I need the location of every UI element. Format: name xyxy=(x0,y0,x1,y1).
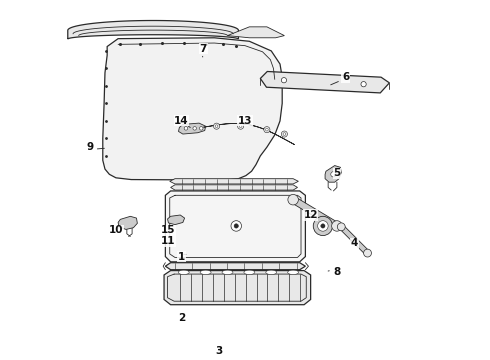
Circle shape xyxy=(266,129,268,131)
Circle shape xyxy=(320,224,325,228)
Text: 7: 7 xyxy=(200,44,207,54)
Circle shape xyxy=(239,125,242,127)
Circle shape xyxy=(231,221,242,231)
Circle shape xyxy=(238,123,244,129)
Text: 11: 11 xyxy=(161,236,176,246)
Ellipse shape xyxy=(222,270,233,275)
Circle shape xyxy=(318,221,328,231)
Text: 5: 5 xyxy=(333,168,341,179)
Polygon shape xyxy=(292,197,339,229)
Text: 13: 13 xyxy=(238,116,252,126)
Text: 4: 4 xyxy=(351,238,358,248)
Circle shape xyxy=(184,127,188,130)
Circle shape xyxy=(332,221,342,231)
Text: 10: 10 xyxy=(109,225,123,235)
Polygon shape xyxy=(325,166,341,182)
Circle shape xyxy=(264,127,270,133)
Text: 3: 3 xyxy=(215,346,222,356)
Text: 9: 9 xyxy=(86,142,93,152)
Text: 1: 1 xyxy=(178,252,185,262)
Ellipse shape xyxy=(288,270,298,275)
Circle shape xyxy=(364,249,371,257)
Polygon shape xyxy=(118,216,137,229)
Polygon shape xyxy=(203,123,294,145)
Text: 8: 8 xyxy=(333,267,341,277)
Polygon shape xyxy=(260,72,390,93)
Polygon shape xyxy=(164,271,311,305)
Text: 6: 6 xyxy=(342,72,349,82)
Polygon shape xyxy=(168,215,185,225)
Circle shape xyxy=(331,172,336,177)
Circle shape xyxy=(313,216,333,235)
Polygon shape xyxy=(227,27,284,38)
Polygon shape xyxy=(165,191,305,262)
Polygon shape xyxy=(165,263,305,270)
Circle shape xyxy=(199,127,203,130)
Circle shape xyxy=(215,125,218,127)
Circle shape xyxy=(234,224,239,228)
Circle shape xyxy=(361,82,366,87)
Ellipse shape xyxy=(266,270,277,275)
Text: 12: 12 xyxy=(303,210,318,220)
Text: 15: 15 xyxy=(161,225,176,235)
Polygon shape xyxy=(178,123,206,134)
Polygon shape xyxy=(68,21,239,39)
Circle shape xyxy=(283,133,286,135)
Text: 2: 2 xyxy=(178,313,185,323)
Ellipse shape xyxy=(200,270,211,275)
Circle shape xyxy=(193,127,196,130)
Polygon shape xyxy=(171,185,297,190)
Ellipse shape xyxy=(244,270,255,275)
Polygon shape xyxy=(170,179,298,184)
Polygon shape xyxy=(103,38,282,180)
Circle shape xyxy=(281,78,287,83)
Ellipse shape xyxy=(178,270,189,275)
Circle shape xyxy=(214,123,220,129)
Text: 14: 14 xyxy=(174,116,189,126)
Polygon shape xyxy=(340,225,369,255)
Circle shape xyxy=(281,131,288,137)
Circle shape xyxy=(337,223,345,231)
Circle shape xyxy=(288,194,298,205)
